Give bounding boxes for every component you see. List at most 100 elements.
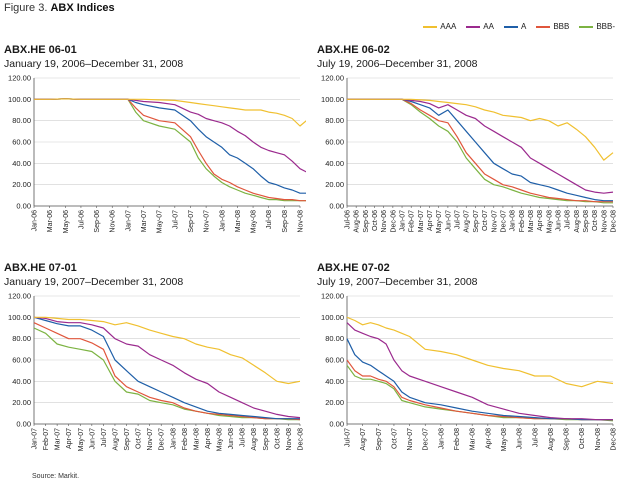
x-tick-label: Jul-08 [266,210,273,229]
x-tick-label: Feb-08 [454,428,461,450]
x-tick-label: Jan-08 [170,428,177,450]
y-tick-label: 20.00 [325,398,344,407]
chart-panel-06-01: ABX.HE 06-01 January 19, 2006–December 3… [0,44,306,274]
x-tick-label: Dec-08 [611,210,618,233]
y-tick-label: 80.00 [325,116,344,125]
x-tick-label: Aug-08 [574,210,581,233]
chart-subtitle: January 19, 2006–December 31, 2008 [4,58,184,70]
y-tick-label: 120.00 [8,292,31,301]
x-tick-label: Nov-08 [298,210,305,233]
x-tick-label: Sep-08 [282,210,289,233]
x-tick-label: May-06 [63,210,70,233]
y-tick-label: 80.00 [12,334,31,343]
x-tick-label: Jan-08 [510,210,517,232]
chart-subtitle: July 19, 2007–December 31, 2008 [317,276,478,288]
x-tick-label: Sep-07 [124,428,131,451]
y-tick-label: 0.00 [16,420,31,429]
legend-swatch-aaa [423,25,438,28]
x-tick-label: May-07 [157,210,164,233]
legend-label-aa: AA [483,22,494,31]
series-line-a [347,98,613,202]
x-tick-label: Oct-08 [274,428,281,449]
x-tick-label: Sep-06 [363,210,370,233]
series-line-bbb [347,98,613,203]
x-tick-label: Jan-07 [400,210,407,232]
y-tick-label: 40.00 [325,159,344,168]
figure-title: Figure 3. ABX Indices [4,2,115,14]
series-line-aa [347,98,614,194]
series-line-bbb-minus [34,98,306,202]
series-line-bbb [346,359,613,421]
chart-subtitle: July 19, 2006–December 31, 2008 [317,58,478,70]
series-line-aa [346,322,613,421]
x-tick-label: Oct-07 [391,428,398,449]
x-tick-label: Jun-08 [228,428,235,450]
y-tick-label: 60.00 [12,138,31,147]
x-tick-label: Jan-07 [125,210,132,232]
y-tick-label: 100.00 [8,313,31,322]
x-tick-label: Aug-08 [251,428,258,451]
x-tick-label: May-08 [217,428,224,451]
legend: AAA AA A BBB BBB- [423,22,615,31]
chart-title: ABX.HE 06-02 [317,44,390,56]
x-tick-label: Aug-07 [464,210,471,233]
y-tick-label: 100.00 [8,95,31,104]
legend-item-aaa: AAA [423,22,456,31]
x-tick-label: Dec-07 [423,428,430,451]
x-tick-label: Jan-07 [32,428,39,450]
x-tick-label: Feb-07 [43,428,50,450]
x-tick-label: Jan-08 [219,210,226,232]
x-tick-label: May-08 [501,428,508,451]
x-tick-label: Mar-07 [55,428,62,450]
y-tick-label: 0.00 [16,202,31,211]
y-tick-label: 20.00 [12,398,31,407]
x-tick-label: May-07 [436,210,443,233]
x-tick-label: Nov-06 [381,210,388,233]
chart-subtitle: January 19, 2007–December 31, 2008 [4,276,184,288]
y-tick-label: 60.00 [325,356,344,365]
x-tick-label: Nov-07 [204,210,211,233]
x-tick-label: Jul-08 [565,210,572,229]
series-line-a [34,98,306,194]
x-tick-label: Sep-07 [188,210,195,233]
x-tick-label: Jul-07 [172,210,179,229]
y-tick-label: 40.00 [325,377,344,386]
x-tick-label: Aug-06 [354,210,361,233]
x-tick-label: Nov-06 [110,210,117,233]
x-tick-label: Jun-08 [517,428,524,450]
y-tick-label: 120.00 [8,74,31,83]
series-line-bbb-minus [347,98,613,204]
x-tick-label: Oct-08 [579,428,586,449]
legend-item-bbb: BBB [536,22,569,31]
x-tick-label: Oct-07 [482,210,489,231]
legend-label-a: A [520,22,527,31]
legend-item-bbb-minus: BBB- [579,22,615,31]
y-tick-label: 120.00 [321,74,344,83]
x-tick-label: May-08 [546,210,553,233]
x-tick-label: May-08 [251,210,258,233]
legend-label-bbb: BBB [553,22,570,31]
x-tick-label: Apr-07 [427,210,434,231]
x-tick-label: Sep-07 [376,428,383,451]
series-line-aaa [34,98,306,127]
x-tick-label: Apr-07 [66,428,73,449]
y-tick-label: 100.00 [321,313,344,322]
x-tick-label: Mar-07 [141,210,148,232]
series-line-aaa [347,98,614,161]
x-tick-label: Jul-06 [78,210,85,229]
x-tick-label: Apr-08 [537,210,544,231]
y-tick-label: 80.00 [325,334,344,343]
x-tick-label: Sep-08 [564,428,571,451]
source-note: Source: Markit. [32,473,80,480]
chart-plot-07-02: 0.00 20.00 40.00 60.00 80.00 100.00 120.00 Jul-… [321,292,617,452]
x-tick-label: Mar-08 [470,428,477,450]
x-tick-label: Mar-06 [47,210,54,232]
chart-title: ABX.HE 07-01 [4,262,77,274]
legend-swatch-bbb-minus [579,25,594,28]
legend-swatch-bbb [536,25,551,28]
x-tick-label: Dec-06 [390,210,397,233]
x-tick-label: Aug-07 [112,428,119,451]
legend-item-aa: AA [466,22,494,31]
legend-label-aaa: AAA [440,22,457,31]
